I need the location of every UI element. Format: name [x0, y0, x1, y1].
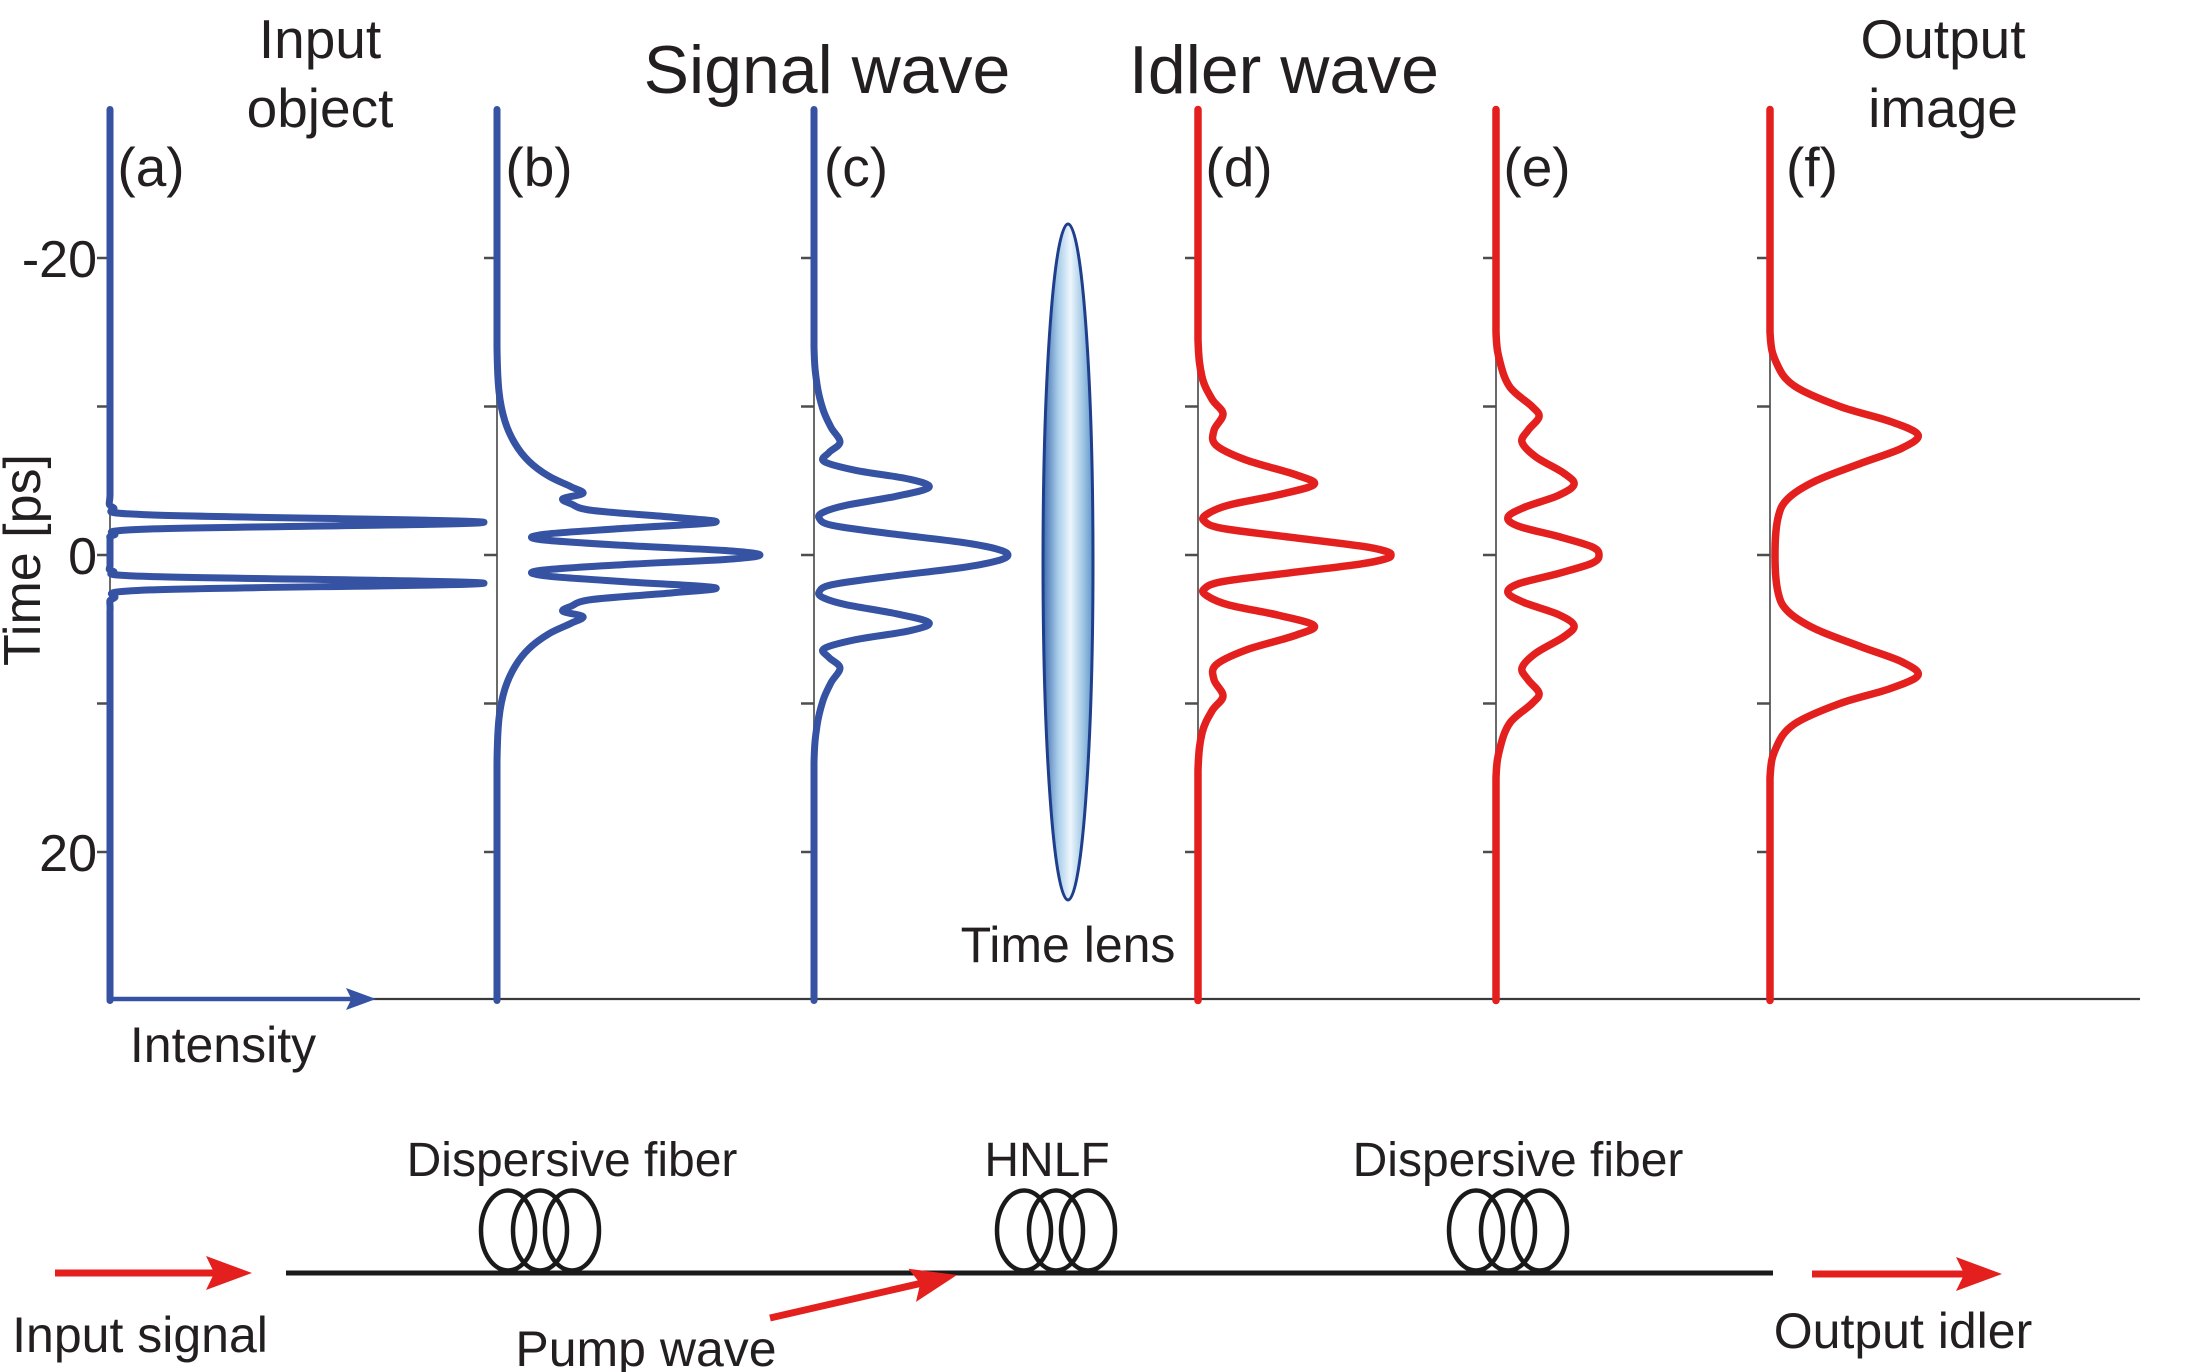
dispersive-fiber2-label: Dispersive fiber — [1353, 1134, 1684, 1187]
panel-output-image — [1757, 105, 1922, 1005]
panel-letter-a: (a) — [117, 136, 184, 198]
pump-wave-arrow — [769, 1268, 957, 1322]
panel-letter-b: (b) — [505, 136, 572, 198]
hnlf-label: HNLF — [984, 1134, 1109, 1187]
dispersive-fiber1-label: Dispersive fiber — [407, 1134, 738, 1187]
output-image-title-line2: image — [1868, 77, 2018, 139]
panel-signal-at-lens — [801, 106, 1012, 1004]
coil-loop — [478, 1188, 538, 1273]
panel-signal-after-fiber — [484, 106, 764, 1004]
tick-label-minus20: -20 — [22, 231, 97, 289]
panel-letter-c: (c) — [824, 136, 888, 198]
coil-loop — [1058, 1188, 1118, 1273]
intensity-axis-arrow — [110, 988, 376, 1010]
coil-loop — [1026, 1188, 1086, 1273]
output-idler-arrow — [1812, 1257, 2002, 1291]
coil-loop — [542, 1188, 602, 1273]
panel-letter-f: (f) — [1786, 136, 1838, 198]
coil-loop — [1478, 1188, 1538, 1273]
arrow-head — [908, 1268, 957, 1302]
fiber-coil-icon-2 — [994, 1188, 1118, 1273]
idler-wave-title: Idler wave — [1129, 32, 1439, 108]
coil-loop — [1510, 1188, 1570, 1273]
panel-idler-after-lens — [1185, 105, 1395, 1005]
coil-loop — [1446, 1188, 1506, 1273]
arrow-head — [206, 1256, 252, 1290]
input-signal-label: Input signal — [12, 1307, 268, 1363]
waveform-curve — [1766, 105, 1922, 1005]
time-lens-label: Time lens — [961, 917, 1176, 973]
input-object-title-line1: Input — [259, 8, 381, 70]
fiber-coil-icon-1 — [478, 1188, 602, 1273]
fiber-coil-icon-3 — [1446, 1188, 1570, 1273]
panel-idler-dispersing — [1483, 105, 1603, 1005]
panel-letter-d: (d) — [1205, 136, 1272, 198]
waveform-curve — [1492, 105, 1603, 1005]
waveform-curve — [493, 106, 764, 1004]
output-idler-label: Output idler — [1774, 1303, 2032, 1359]
output-image-title-line1: Output — [1860, 8, 2025, 70]
panel-input-object — [97, 106, 488, 1004]
tick-label-20: 20 — [39, 825, 97, 883]
arrow-shaft — [769, 1279, 926, 1322]
coil-loop — [994, 1188, 1054, 1273]
waveform-curve — [810, 106, 1012, 1004]
waveform-curve — [105, 106, 488, 1004]
arrow-head — [1956, 1257, 2002, 1291]
panel-letter-e: (e) — [1503, 136, 1570, 198]
input-signal-arrow — [55, 1256, 252, 1290]
pump-wave-label: Pump wave — [515, 1321, 776, 1372]
time-axis-label: Time [ps] — [0, 454, 52, 666]
generated-graphics-layer — [55, 105, 2140, 1322]
tick-label-0: 0 — [68, 528, 97, 586]
input-object-title-line2: object — [247, 77, 394, 139]
time-lens-ellipse — [1041, 222, 1095, 902]
arrow-head — [346, 988, 376, 1010]
intensity-axis-label: Intensity — [130, 1017, 316, 1073]
coil-loop — [510, 1188, 570, 1273]
waveform-curve — [1194, 105, 1395, 1005]
signal-wave-title: Signal wave — [644, 32, 1011, 108]
